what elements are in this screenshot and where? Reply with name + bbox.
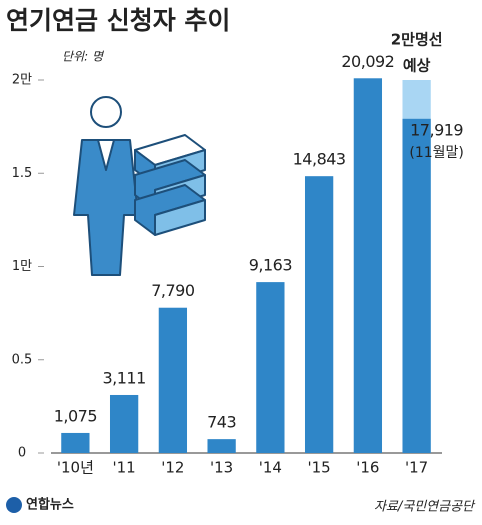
chart-title: 연기연금 신청자 추이 <box>6 6 230 35</box>
y-tick-label: 0.5 <box>12 352 33 367</box>
x-tick-label: '13 <box>210 459 233 477</box>
projection-label: 2만명선 <box>391 31 443 49</box>
x-tick-label: '10년 <box>57 459 94 477</box>
bar <box>109 394 139 453</box>
x-tick-label: '17 <box>405 459 428 477</box>
illustration <box>73 96 206 276</box>
note: (11월말) <box>409 145 464 161</box>
x-tick-label: '11 <box>113 459 136 477</box>
x-tick-label: '12 <box>161 459 184 477</box>
bar <box>256 282 285 453</box>
value-label: 20,092 <box>341 52 394 71</box>
bar <box>61 432 90 453</box>
value-label: 14,843 <box>293 150 346 169</box>
y-tick-label: 0 <box>18 446 26 461</box>
source: 자료/국민연금공단 <box>374 500 476 515</box>
value-label: 1,075 <box>54 406 97 425</box>
value-label: 743 <box>207 413 236 432</box>
value-label: 7,790 <box>151 281 195 300</box>
logo: 연합뉴스 <box>6 497 74 513</box>
x-tick-label: '14 <box>259 459 282 477</box>
bar <box>353 78 383 453</box>
value-label: 17,919 <box>410 120 463 139</box>
y-tick-label: 2만 <box>12 73 32 88</box>
bar <box>402 118 431 453</box>
value-label: 9,163 <box>249 256 292 275</box>
bar <box>158 307 188 453</box>
bar <box>304 176 334 454</box>
x-tick-label: '16 <box>356 459 379 477</box>
y-tick-label: 1.5 <box>12 166 33 181</box>
projection-label: 예상 <box>403 57 431 75</box>
unit-label: 단위: 명 <box>62 50 105 64</box>
credit: 연합뉴스 <box>26 497 74 513</box>
value-label: 3,111 <box>102 368 145 387</box>
y-tick-label: 1만 <box>12 259 32 274</box>
x-tick-label: '15 <box>308 459 331 477</box>
bar <box>207 439 236 453</box>
